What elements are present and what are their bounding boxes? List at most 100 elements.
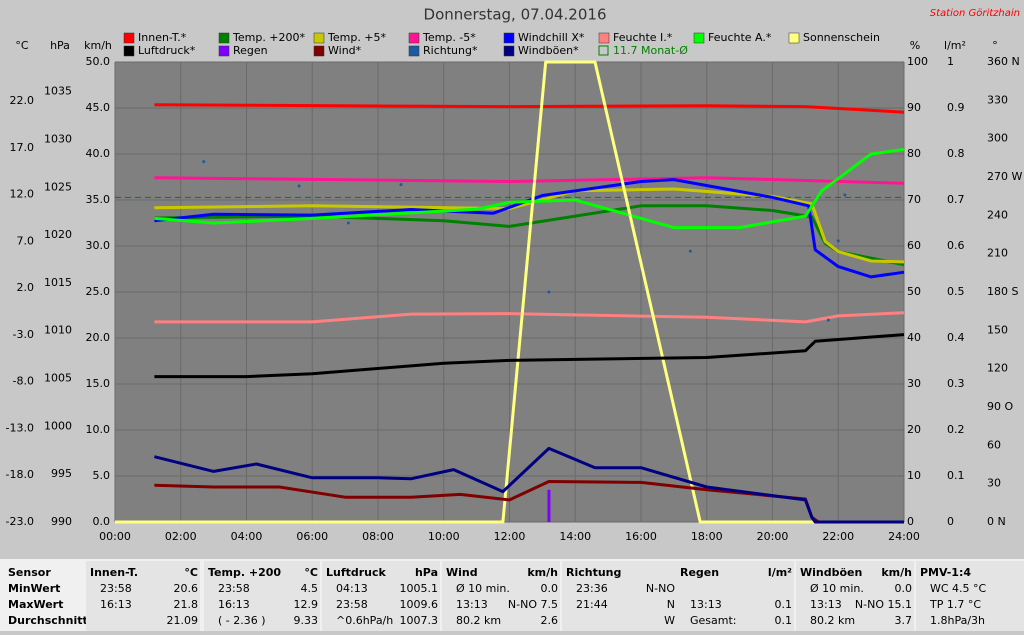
y-tick-label: 0.9 xyxy=(947,101,965,114)
x-tick-label: 24:00 xyxy=(888,530,920,543)
y-tick-label: 1035 xyxy=(44,85,72,98)
stats-cell: 3.7 xyxy=(895,614,913,627)
y-tick-label: 270 W xyxy=(987,170,1022,183)
y-tick-label: 12.0 xyxy=(10,188,35,201)
block-header: Regen xyxy=(680,566,719,579)
stats-block xyxy=(322,561,440,631)
series-line xyxy=(154,333,905,379)
stats-cell: W xyxy=(664,614,675,627)
y-tick-label: 1025 xyxy=(44,180,72,193)
legend-swatch xyxy=(123,32,135,44)
stats-cell: N-NO xyxy=(646,582,675,595)
y-tick-label: 100 xyxy=(907,55,928,68)
row-label: MinWert xyxy=(8,582,60,595)
direction-dot xyxy=(836,239,840,243)
stats-cell: 13:13 xyxy=(810,598,842,611)
stats-cell: 1007.3 xyxy=(400,614,439,627)
stats-cell: 12.9 xyxy=(294,598,319,611)
y-tick-label: 90 xyxy=(907,101,921,114)
y-tick-label: 210 xyxy=(987,247,1008,260)
series-line xyxy=(154,147,905,230)
y-tick-label: 15.0 xyxy=(86,377,111,390)
series-line xyxy=(154,178,905,279)
block-header: PMV-1:4 xyxy=(920,566,971,579)
legend-label: Temp. -5* xyxy=(422,31,476,44)
y-tick-label: 120 xyxy=(987,362,1008,375)
y-tick-label: 35.0 xyxy=(86,193,111,206)
y-tick-label: 1010 xyxy=(44,324,72,337)
stats-cell: 23:36 xyxy=(576,582,608,595)
direction-dot xyxy=(346,221,350,225)
stats-cell: 13:13 xyxy=(456,598,488,611)
legend-swatch xyxy=(503,45,515,57)
stats-cell: 04:13 xyxy=(336,582,368,595)
stats-cell: N-NO 7.5 xyxy=(508,598,558,611)
stats-cell: 13:13 xyxy=(690,598,722,611)
stats-cell: ( - 2.36 ) xyxy=(218,614,266,627)
block-header: Innen-T. xyxy=(90,566,138,579)
legend-swatch xyxy=(218,32,230,44)
y-tick-label: 50.0 xyxy=(86,55,111,68)
rain-bar xyxy=(547,489,551,522)
legend-label: Innen-T.* xyxy=(138,31,187,44)
stats-block xyxy=(204,561,320,631)
legend-label: Richtung* xyxy=(423,44,478,57)
y-tick-label: -23.0 xyxy=(6,515,34,528)
x-tick-label: 18:00 xyxy=(691,530,723,543)
legend-swatch xyxy=(218,45,230,57)
y-tick-label: 30 xyxy=(987,477,1001,490)
series-line xyxy=(154,446,904,524)
y-tick-label: 20 xyxy=(907,423,921,436)
y-tick-label: 5.0 xyxy=(93,469,111,482)
stats-cell: 1009.6 xyxy=(400,598,439,611)
legend-swatch xyxy=(788,32,800,44)
legend-label: Windchill X* xyxy=(518,31,585,44)
y-tick-label: 40.0 xyxy=(86,147,111,160)
stats-cell: TP 1.7 °C xyxy=(929,598,981,611)
legend-swatch xyxy=(503,32,515,44)
y-tick-label: 30.0 xyxy=(86,239,111,252)
stats-cell: 16:13 xyxy=(100,598,132,611)
y-tick-label: 0 xyxy=(907,515,914,528)
y-tick-label: -3.0 xyxy=(13,328,34,341)
direction-dot xyxy=(297,184,301,188)
y-tick-label: 80 xyxy=(907,147,921,160)
stats-cell: 9.33 xyxy=(294,614,319,627)
legend-label: Feuchte I.* xyxy=(613,31,673,44)
stats-cell: 21.09 xyxy=(167,614,199,627)
stats-block xyxy=(916,561,1024,631)
stats-cell: 2.6 xyxy=(541,614,559,627)
y-tick-label: 0.0 xyxy=(93,515,111,528)
y-tick-label: 0.1 xyxy=(947,469,965,482)
stats-cell: Ø 10 min. xyxy=(456,582,510,595)
stats-cell: 20.6 xyxy=(174,582,199,595)
block-header: Temp. +200 xyxy=(208,566,281,579)
stats-cell: 1.8hPa/3h xyxy=(930,614,985,627)
direction-dot xyxy=(843,193,847,197)
y-tick-label: 330 xyxy=(987,93,1008,106)
y-tick-label: 240 xyxy=(987,208,1008,221)
direction-dot xyxy=(826,318,830,322)
legend-label: Temp. +200* xyxy=(232,31,306,44)
y-tick-label: 17.0 xyxy=(10,141,35,154)
legend-label: Temp. +5* xyxy=(327,31,387,44)
axis-unit: l/m² xyxy=(944,39,966,52)
legend-swatch xyxy=(408,32,420,44)
y-tick-label: 0.4 xyxy=(947,331,965,344)
legend-label: 11.7 Monat-Ø xyxy=(613,44,688,57)
y-tick-label: 2.0 xyxy=(17,281,35,294)
y-tick-label: 995 xyxy=(51,467,72,480)
stats-cell: 23:58 xyxy=(100,582,132,595)
y-tick-label: 150 xyxy=(987,323,1008,336)
series-line xyxy=(154,311,905,324)
legend-swatch xyxy=(123,45,135,57)
stats-cell: 21:44 xyxy=(576,598,608,611)
x-tick-label: 10:00 xyxy=(428,530,460,543)
x-tick-label: 22:00 xyxy=(822,530,854,543)
block-header: Luftdruck xyxy=(326,566,387,579)
y-tick-label: 1030 xyxy=(44,132,72,145)
stats-cell: 80.2 km xyxy=(456,614,501,627)
y-tick-label: 300 xyxy=(987,132,1008,145)
axis-unit: km/h xyxy=(84,39,112,52)
